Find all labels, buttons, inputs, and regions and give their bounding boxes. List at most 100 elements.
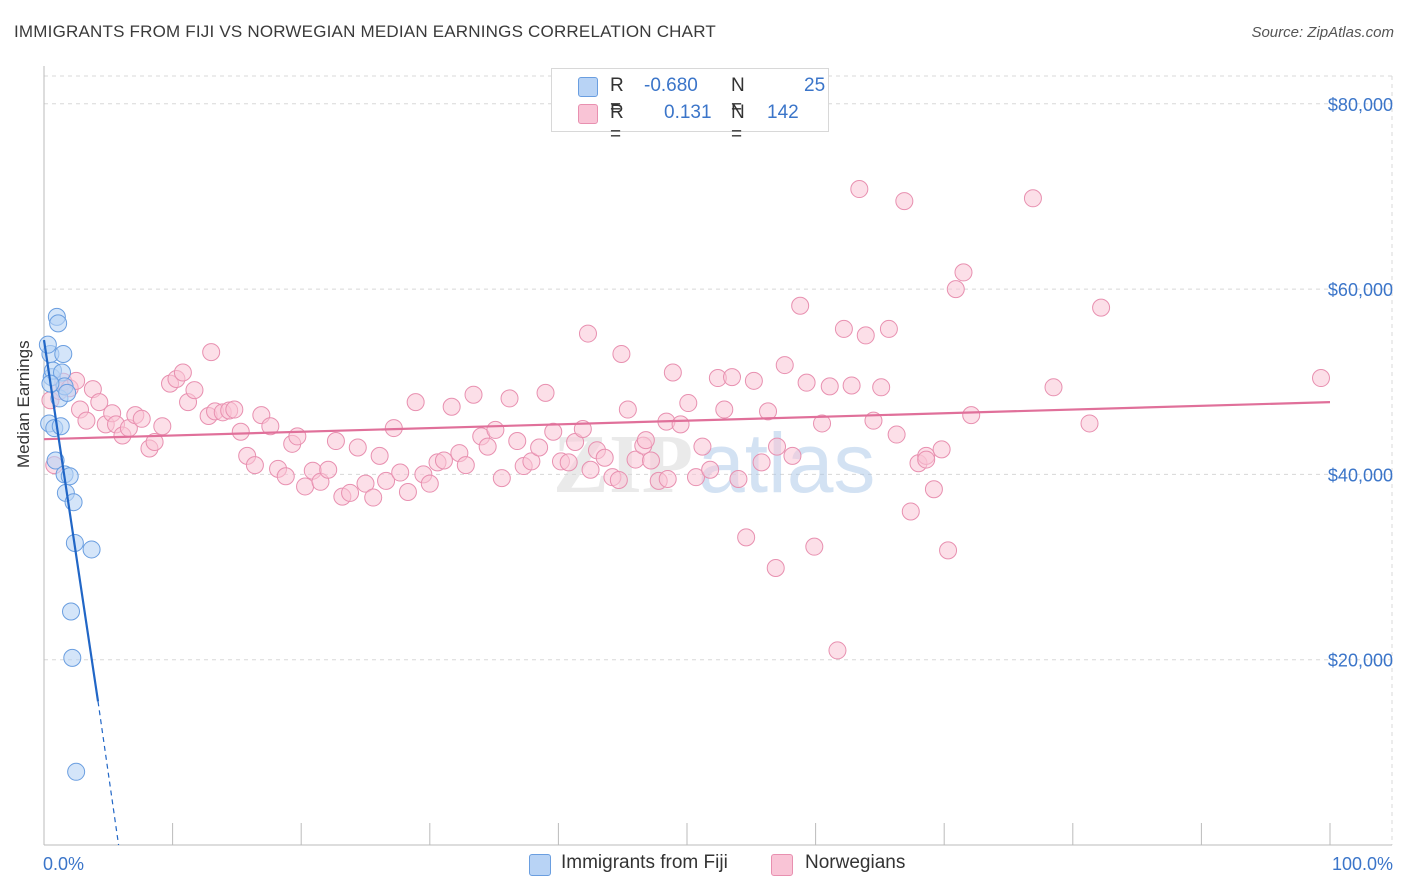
norwegians-point: [326, 432, 345, 451]
fiji-n-value: 25: [804, 75, 826, 96]
norwegians-point: [500, 389, 519, 408]
norwegians-point: [737, 528, 756, 547]
norwegians-point: [939, 541, 958, 560]
norwegians-point: [1044, 378, 1063, 397]
norwegians-point: [917, 450, 936, 469]
norwegians-point: [456, 456, 475, 475]
norwegians-point: [356, 474, 375, 493]
norwegians-point: [932, 440, 951, 459]
norwegians-point: [701, 460, 720, 479]
fiji-point: [63, 648, 82, 667]
norwegians-point: [434, 451, 453, 470]
y-tick-label: $40,000: [1328, 465, 1393, 485]
norwegians-point: [641, 451, 660, 470]
nor-n-label: N =: [731, 102, 745, 145]
fiji-point: [46, 451, 65, 470]
fiji-points: [38, 307, 101, 781]
norwegians-point: [618, 400, 637, 419]
norwegians-point: [766, 558, 785, 577]
norwegians-point: [261, 417, 280, 436]
norwegians-point: [153, 417, 172, 436]
norwegians-point: [663, 363, 682, 382]
fiji-point: [82, 540, 101, 559]
fiji-point: [54, 344, 73, 363]
norwegians-point: [879, 319, 898, 338]
norwegians-point: [492, 469, 511, 488]
norwegians-point: [842, 376, 861, 395]
y-axis-label: Median Earnings: [14, 340, 33, 468]
norwegians-point: [834, 319, 853, 338]
norwegians-point: [924, 480, 943, 499]
norwegians-point: [693, 437, 712, 456]
norwegians-point: [348, 438, 367, 457]
fiji-r-label: R =: [610, 75, 624, 118]
norwegians-point: [609, 470, 628, 489]
norwegians-point: [715, 400, 734, 419]
norwegians-point: [185, 381, 204, 400]
norwegians-point: [173, 363, 192, 382]
norwegians-point: [658, 470, 677, 489]
norwegians-point: [245, 456, 264, 475]
fiji-trend-line: [42, 339, 100, 702]
norwegians-point: [595, 448, 614, 467]
norwegians-swatch: [578, 104, 598, 124]
trend-lines: [42, 339, 1331, 846]
fiji-r-value: -0.680: [644, 75, 698, 96]
norwegians-point: [813, 414, 832, 433]
norwegians-point: [288, 427, 307, 446]
norwegians-point: [486, 420, 505, 439]
norwegians-point: [768, 437, 787, 456]
norwegians-point: [671, 415, 690, 434]
series-legend: Immigrants from Fiji Norwegians: [0, 852, 1406, 878]
nor-n-value: 142: [767, 102, 799, 123]
fiji-swatch: [578, 77, 598, 97]
correlation-legend: R = -0.680 N = 25 R = 0.131 N = 142: [551, 68, 829, 145]
norwegians-point: [820, 377, 839, 396]
norwegians-point: [895, 192, 914, 211]
fiji-point: [38, 335, 57, 354]
norwegians-point: [1023, 189, 1042, 208]
norwegians-point: [1311, 369, 1330, 388]
norwegians-point: [145, 432, 164, 451]
norwegians-point: [319, 460, 338, 479]
norwegians-point: [752, 453, 771, 472]
norwegians-point: [442, 397, 461, 416]
norwegians-point: [231, 422, 250, 441]
y-tick-labels: $20,000 $40,000 $60,000 $80,000: [1328, 95, 1393, 671]
norwegians-point: [1092, 298, 1111, 317]
norwegians-point: [225, 400, 244, 419]
norwegians-point: [856, 326, 875, 345]
norwegians-point: [420, 474, 439, 493]
chart-title: IMMIGRANTS FROM FIJI VS NORWEGIAN MEDIAN…: [14, 22, 716, 41]
nor-r-label: R =: [610, 102, 624, 145]
norwegians-point: [791, 296, 810, 315]
norwegians-point: [723, 368, 742, 387]
norwegians-point: [901, 502, 920, 521]
norwegians-point: [364, 488, 383, 507]
norwegians-point: [636, 431, 655, 450]
watermark-atlas: atlas: [698, 416, 875, 510]
fiji-point: [49, 314, 68, 333]
norwegians-point: [679, 394, 698, 413]
fiji-point: [67, 762, 86, 781]
norwegians-point: [578, 324, 597, 343]
norwegians-point: [478, 437, 497, 456]
norwegians-trend-line: [43, 401, 1331, 441]
y-tick-label: $80,000: [1328, 95, 1393, 115]
norwegians-point: [530, 438, 549, 457]
norwegians-point: [391, 463, 410, 482]
fiji-point: [51, 417, 70, 436]
norwegians-point: [544, 422, 563, 441]
norwegians-point: [1080, 414, 1099, 433]
norwegians-legend-label: Norwegians: [805, 852, 906, 873]
y-tick-label: $20,000: [1328, 651, 1393, 671]
norwegians-point: [464, 385, 483, 404]
norwegians-point: [77, 411, 96, 430]
norwegians-point: [377, 471, 396, 490]
norwegians-point: [581, 460, 600, 479]
norwegians-point: [744, 371, 763, 390]
nor-r-value: 0.131: [664, 102, 712, 123]
norwegians-point: [508, 432, 527, 451]
norwegians-point: [783, 446, 802, 465]
